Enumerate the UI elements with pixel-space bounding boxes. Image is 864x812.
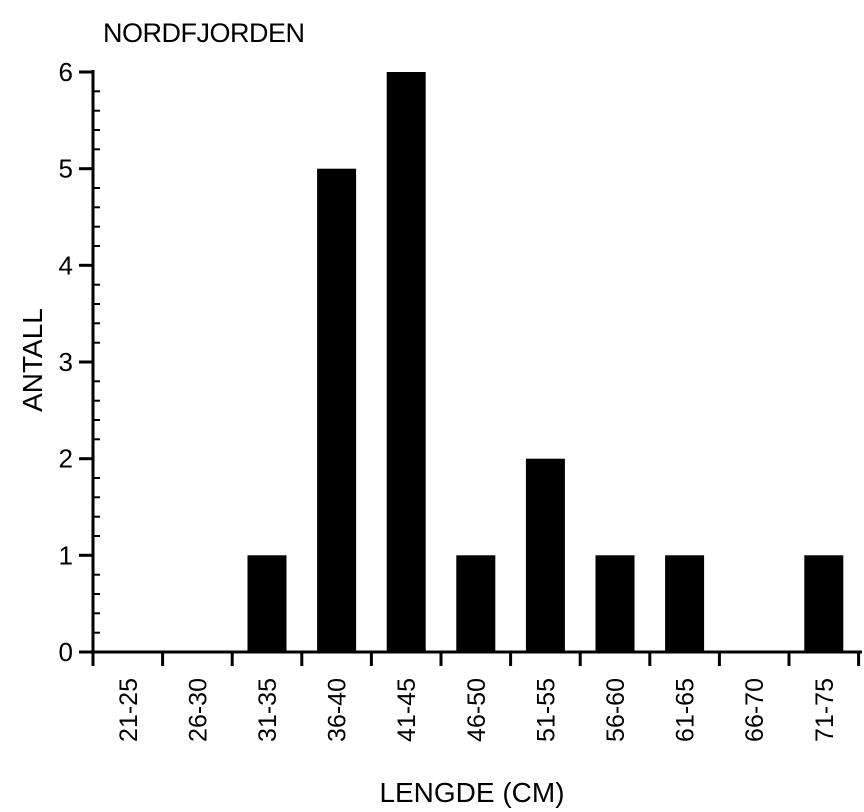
x-tick-label-56-60: 56-60: [602, 678, 630, 742]
bar-36-40: [317, 168, 357, 652]
x-tick-label-46-50: 46-50: [463, 678, 491, 742]
bar-31-35: [247, 555, 287, 652]
y-tick-label-1: 1: [59, 540, 73, 570]
x-axis-label: LENGDE (CM): [379, 777, 564, 808]
x-tick-label-51-55: 51-55: [532, 678, 560, 742]
x-tick-label-41-45: 41-45: [393, 678, 421, 742]
bar-46-50: [456, 555, 496, 652]
bar-51-55: [525, 458, 565, 652]
bar-56-60: [595, 555, 635, 652]
x-tick-label-61-65: 61-65: [672, 678, 700, 742]
y-axis-ticks: 0 1 2 3 4 5 6: [59, 57, 100, 667]
x-tick-label-31-35: 31-35: [254, 678, 282, 742]
x-axis-ticks: 21-25 26-30 31-35 36-40 41-45 46-50 51-55 56-60…: [91, 652, 861, 742]
y-tick-label-4: 4: [59, 250, 73, 280]
x-tick-label-21-25: 21-25: [115, 678, 143, 742]
bar-41-45: [386, 72, 426, 652]
x-tick-label-36-40: 36-40: [324, 678, 352, 742]
chart-title: NORDFJORDEN: [103, 18, 305, 48]
x-tick-label-66-70: 66-70: [741, 678, 769, 742]
y-tick-label-6: 6: [59, 57, 73, 87]
y-tick-label-3: 3: [59, 347, 73, 377]
x-tick-label-71-75: 71-75: [811, 678, 839, 742]
bar-71-75: [804, 555, 844, 652]
y-tick-label-2: 2: [59, 444, 73, 474]
bar-series: [247, 72, 844, 652]
x-tick-label-26-30: 26-30: [184, 678, 212, 742]
y-tick-label-5: 5: [59, 154, 73, 184]
y-tick-label-0: 0: [59, 637, 73, 667]
bar-61-65: [665, 555, 705, 652]
y-axis-label: ANTALL: [17, 308, 48, 412]
